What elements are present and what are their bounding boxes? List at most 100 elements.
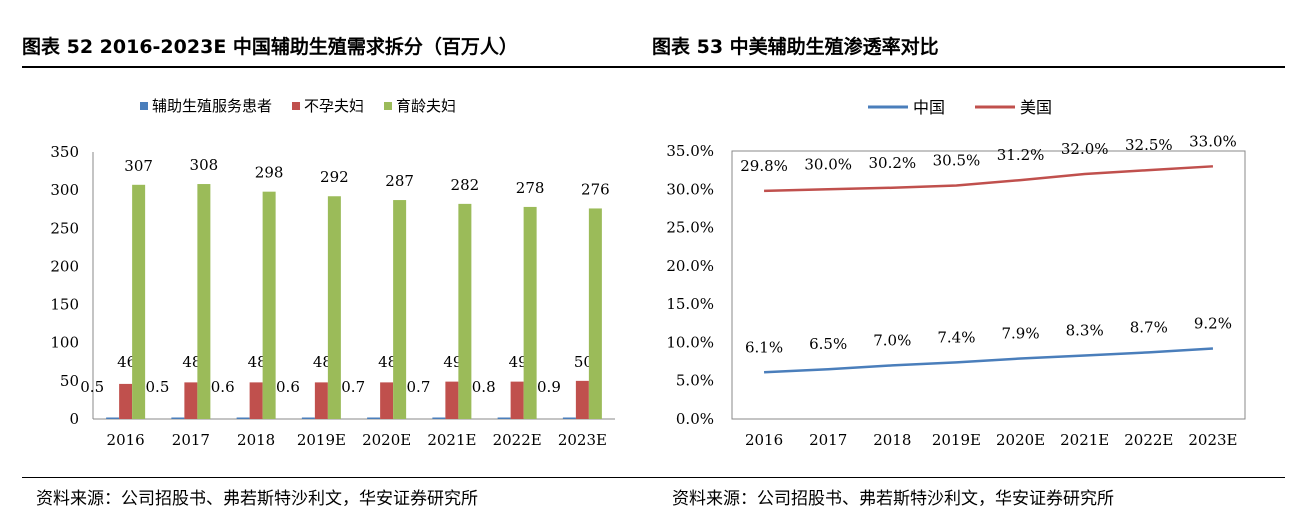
y-tick-label: 350 — [50, 143, 79, 161]
y-tick-label: 300 — [50, 181, 79, 199]
data-label-1: 48 — [378, 353, 397, 371]
x-tick-label: 2022E — [1124, 431, 1173, 449]
series-line-1 — [764, 165, 1214, 193]
legend-swatch-1 — [292, 102, 300, 110]
y-tick-label: 5.0% — [676, 372, 714, 390]
bar-0 — [497, 417, 511, 419]
bar-0 — [236, 417, 250, 419]
plot-frame — [731, 150, 1246, 420]
chart-title-left: 图表 52 2016-2023E 中国辅助生殖需求拆分（百万人） — [22, 36, 518, 58]
data-label-1: 33.0% — [1189, 132, 1237, 150]
y-tick-label: 250 — [50, 219, 79, 237]
data-label-1: 30.0% — [804, 155, 852, 173]
x-tick-label: 2020E — [362, 431, 411, 449]
data-label-2: 307 — [124, 157, 153, 175]
y-tick-label: 150 — [50, 296, 79, 314]
y-tick-label: 50 — [60, 372, 79, 390]
data-label-2: 287 — [385, 172, 414, 190]
x-tick-label: 2019E — [297, 431, 346, 449]
y-tick-label: 15.0% — [666, 295, 714, 313]
bar-0 — [106, 417, 120, 419]
bar-2 — [132, 184, 146, 419]
data-label-1: 46 — [117, 353, 136, 371]
data-label-2: 308 — [190, 156, 219, 174]
y-tick-label: 0 — [69, 410, 79, 428]
bottom-divider — [22, 477, 1285, 478]
data-label-0: 0.6 — [276, 378, 300, 396]
data-label-0: 0.5 — [80, 378, 104, 396]
bar-1 — [119, 383, 133, 419]
legend-swatch-2 — [384, 102, 392, 110]
data-label-1: 49 — [509, 353, 528, 371]
data-label-2: 276 — [581, 180, 610, 198]
x-tick-label: 2023E — [1188, 431, 1237, 449]
x-tick-label: 2019E — [932, 431, 981, 449]
y-tick-label: 0.0% — [676, 410, 714, 428]
x-tick-label: 2022E — [493, 431, 542, 449]
bar-0 — [367, 417, 381, 419]
data-label-0: 0.7 — [341, 378, 365, 396]
x-tick-label: 2017 — [172, 431, 210, 449]
legend-label-0: 辅助生殖服务患者 — [152, 97, 272, 115]
data-label-0: 8.7% — [1130, 318, 1168, 336]
data-label-1: 30.5% — [933, 151, 981, 169]
x-tick-label: 2023E — [558, 431, 607, 449]
y-tick-label: 35.0% — [666, 142, 714, 160]
legend-label-1: 不孕夫妇 — [304, 97, 364, 115]
data-label-1: 30.2% — [868, 154, 916, 172]
y-tick-label: 25.0% — [666, 219, 714, 237]
series-line-0 — [764, 347, 1214, 374]
data-label-2: 292 — [320, 168, 349, 186]
bar-2 — [393, 200, 407, 419]
bar-2 — [588, 208, 602, 419]
bar-2 — [197, 184, 211, 419]
data-label-1: 48 — [313, 353, 332, 371]
bar-1 — [575, 380, 589, 419]
bar-1 — [249, 382, 263, 419]
legend-label-0: 中国 — [913, 98, 945, 117]
data-label-1: 31.2% — [997, 146, 1045, 164]
y-tick-label: 30.0% — [666, 180, 714, 198]
data-label-0: 6.5% — [809, 335, 847, 353]
data-label-0: 0.6 — [211, 378, 235, 396]
top-divider — [22, 66, 1285, 68]
bar-2 — [327, 196, 341, 419]
x-tick-label: 2021E — [427, 431, 476, 449]
bar-1 — [184, 382, 198, 419]
y-tick-label: 10.0% — [666, 333, 714, 351]
data-label-0: 0.5 — [146, 378, 170, 396]
y-tick-label: 20.0% — [666, 257, 714, 275]
x-tick-label: 2016 — [745, 431, 783, 449]
data-label-0: 7.9% — [1002, 325, 1040, 343]
data-label-0: 6.1% — [745, 338, 783, 356]
data-label-0: 7.4% — [937, 328, 975, 346]
legend-label-2: 育龄夫妇 — [396, 97, 456, 115]
data-label-2: 282 — [451, 176, 480, 194]
bar-2 — [458, 203, 472, 419]
data-label-0: 9.2% — [1194, 315, 1232, 333]
y-tick-label: 200 — [50, 257, 79, 275]
source-note-right: 资料来源：公司招股书、弗若斯特沙利文，华安证券研究所 — [672, 489, 1114, 509]
data-label-1: 29.8% — [740, 157, 788, 175]
bar-chart: 辅助生殖服务患者 不孕夫妇 育龄夫妇 0 50 100 150 200 250 300 350 201… — [50, 97, 615, 449]
bar-2 — [262, 191, 276, 419]
data-label-0: 7.0% — [873, 331, 911, 349]
data-label-2: 298 — [255, 164, 284, 182]
x-tick-label: 2021E — [1060, 431, 1109, 449]
y-tick-label: 100 — [50, 334, 79, 352]
bar-1 — [510, 381, 524, 419]
x-tick-label: 2018 — [873, 431, 911, 449]
data-label-2: 278 — [516, 179, 545, 197]
bar-1 — [380, 382, 394, 419]
bar-1 — [445, 381, 459, 419]
legend-swatch-0 — [140, 102, 148, 110]
bar-0 — [562, 417, 576, 419]
data-label-1: 49 — [443, 353, 462, 371]
legend-label-1: 美国 — [1020, 98, 1052, 117]
line-chart: 中国 美国 0.0% 5.0% 10.0% 15.0% 20.0% 25.0% 30.0% 35.… — [666, 98, 1246, 449]
data-label-1: 32.5% — [1125, 136, 1173, 154]
data-label-0: 0.8 — [472, 378, 496, 396]
bar-0 — [432, 417, 446, 419]
data-label-1: 32.0% — [1061, 140, 1109, 158]
x-tick-label: 2018 — [237, 431, 275, 449]
